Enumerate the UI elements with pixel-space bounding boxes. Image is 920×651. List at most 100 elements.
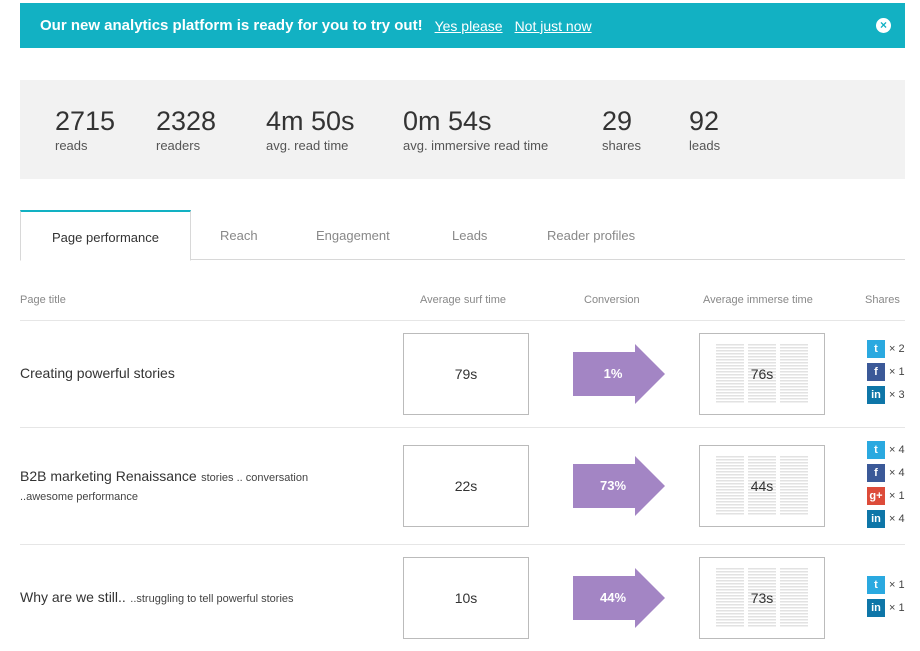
page-line: [716, 471, 744, 473]
linkedin-icon[interactable]: in: [867, 599, 885, 617]
page-line: [780, 471, 808, 473]
stat-value: 29: [602, 106, 633, 136]
surf-time-box: 79s: [403, 333, 529, 415]
page-line: [748, 471, 776, 473]
page-line: [716, 401, 744, 403]
page-line: [748, 362, 776, 364]
stat-value: 92: [689, 106, 720, 136]
yes-please-link[interactable]: Yes please: [434, 17, 503, 34]
page-line: [780, 344, 808, 346]
stat-reads: 2715 reads: [55, 106, 115, 153]
page-line: [748, 459, 776, 461]
stat-value: 2715: [55, 106, 116, 136]
page-line: [748, 383, 776, 385]
close-icon[interactable]: ×: [876, 18, 891, 33]
page-line: [748, 392, 776, 394]
page-line: [748, 347, 776, 349]
twitter-icon[interactable]: t: [867, 576, 885, 594]
table-row[interactable]: Why are we still.. ..struggling to tell …: [20, 545, 905, 651]
page-line: [748, 580, 776, 582]
page-line: [748, 353, 776, 355]
page-line: [716, 456, 744, 458]
tab-reach[interactable]: Reach: [220, 228, 258, 243]
page-line: [716, 350, 744, 352]
page-title-excerpt: stories .. conversation: [201, 472, 309, 484]
header-surf-time[interactable]: Average surf time: [420, 294, 507, 306]
page-line: [748, 456, 776, 458]
page-line: [748, 368, 776, 370]
page-line: [716, 492, 744, 494]
share-linkedin: in × 1: [867, 599, 905, 617]
page-line: [716, 589, 744, 591]
page-line: [748, 365, 776, 367]
header-immerse-time[interactable]: Average immerse time: [703, 294, 813, 306]
page-line: [748, 495, 776, 497]
page-line: [780, 568, 808, 570]
page-title-excerpt: ..awesome performance: [20, 491, 138, 503]
twitter-icon[interactable]: t: [867, 441, 885, 459]
linkedin-icon[interactable]: in: [867, 510, 885, 528]
page-line: [748, 344, 776, 346]
share-count: × 1: [889, 366, 905, 378]
page-line: [780, 580, 808, 582]
page-line: [716, 371, 744, 373]
analytics-banner: Our new analytics platform is ready for …: [20, 3, 905, 48]
page-line: [716, 504, 744, 506]
google-plus-icon[interactable]: g+: [867, 487, 885, 505]
page-line: [716, 365, 744, 367]
page-line: [716, 619, 744, 621]
page-line: [716, 459, 744, 461]
tab-reader-profiles[interactable]: Reader profiles: [547, 228, 636, 243]
tab-page-performance[interactable]: Page performance: [20, 210, 191, 261]
table-row[interactable]: Creating powerful stories 79s 1% 76s t ×…: [20, 321, 905, 428]
page-line: [780, 483, 808, 485]
page-line: [780, 356, 808, 358]
page-line: [780, 386, 808, 388]
page-line: [748, 350, 776, 352]
page-line: [780, 347, 808, 349]
facebook-icon[interactable]: f: [867, 464, 885, 482]
stat-label: leads: [689, 138, 721, 153]
facebook-icon[interactable]: f: [867, 363, 885, 381]
header-shares[interactable]: Shares: [865, 294, 900, 306]
page-line: [716, 595, 744, 597]
page-line: [716, 347, 744, 349]
not-just-now-link[interactable]: Not just now: [514, 17, 592, 34]
page-line: [780, 359, 808, 361]
page-line: [780, 604, 808, 606]
page-line: [748, 359, 776, 361]
page-line: [748, 501, 776, 503]
page-line: [780, 625, 808, 627]
page-title[interactable]: Why are we still..: [20, 589, 126, 605]
header-page-title[interactable]: Page title: [20, 294, 66, 306]
page-line: [780, 598, 808, 600]
header-conversion[interactable]: Conversion: [584, 294, 640, 306]
page-title-cell: Creating powerful stories: [20, 364, 350, 383]
page-line: [716, 568, 744, 570]
linkedin-icon[interactable]: in: [867, 386, 885, 404]
page-line: [780, 377, 808, 379]
page-line: [716, 474, 744, 476]
page-line: [780, 622, 808, 624]
page-line: [780, 595, 808, 597]
page-line: [780, 495, 808, 497]
immerse-time-box: 76s: [699, 333, 825, 415]
twitter-icon[interactable]: t: [867, 340, 885, 358]
stat-leads: 92 leads: [689, 106, 720, 153]
share-count: × 1: [889, 602, 905, 614]
page-title[interactable]: B2B marketing Renaissance: [20, 468, 197, 484]
page-line: [716, 604, 744, 606]
page-line: [780, 619, 808, 621]
page-line: [716, 613, 744, 615]
page-line: [748, 377, 776, 379]
tab-engagement[interactable]: Engagement: [316, 228, 390, 243]
surf-time-box: 10s: [403, 557, 529, 639]
page-line: [716, 501, 744, 503]
table-row[interactable]: B2B marketing Renaissance stories .. con…: [20, 428, 905, 545]
page-line: [748, 389, 776, 391]
page-line: [716, 586, 744, 588]
page-title[interactable]: Creating powerful stories: [20, 365, 175, 381]
page-line: [780, 592, 808, 594]
tab-leads[interactable]: Leads: [452, 228, 488, 243]
page-line: [748, 498, 776, 500]
